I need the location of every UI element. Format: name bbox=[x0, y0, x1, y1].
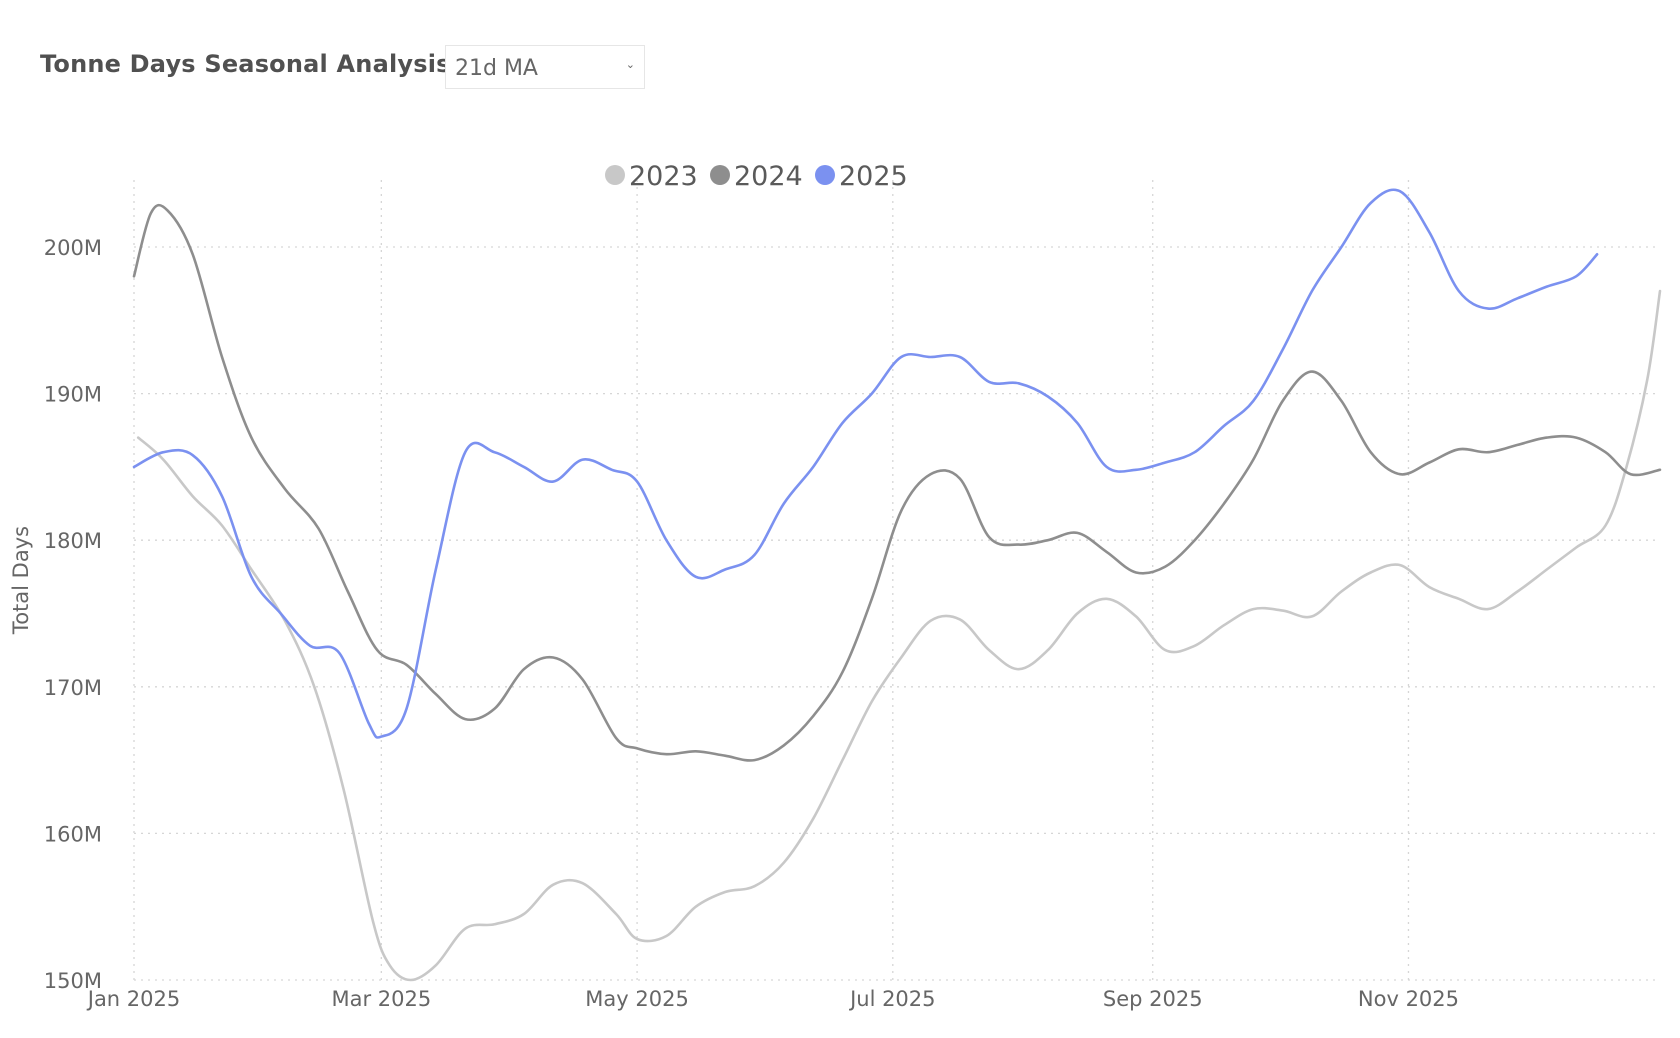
chart-grid bbox=[133, 180, 1660, 981]
chevron-down-icon: ⌄ bbox=[625, 58, 635, 71]
y-tick-label: 150M bbox=[44, 969, 102, 993]
dropdown-value: 21d MA bbox=[455, 56, 538, 81]
legend-label: 2025 bbox=[839, 161, 908, 192]
y-tick-label: 200M bbox=[44, 236, 102, 260]
x-tick-label: Nov 2025 bbox=[1358, 987, 1459, 1011]
series-line-2024 bbox=[132, 203, 1662, 762]
x-tick-label: Sep 2025 bbox=[1103, 987, 1203, 1011]
series-lines bbox=[132, 188, 1662, 982]
x-tick-label: Mar 2025 bbox=[331, 987, 431, 1011]
legend-marker-icon bbox=[815, 165, 835, 185]
moving-average-dropdown[interactable]: 21d MA ⌄ bbox=[445, 45, 645, 89]
y-axis-title: Total Days bbox=[9, 526, 33, 635]
x-tick-label: May 2025 bbox=[585, 987, 689, 1011]
legend-marker-icon bbox=[710, 165, 730, 185]
y-tick-label: 180M bbox=[44, 529, 102, 553]
legend-label: 2024 bbox=[734, 161, 803, 192]
legend-item-2023[interactable]: 2023 bbox=[605, 161, 698, 192]
y-tick-label: 190M bbox=[44, 383, 102, 407]
y-tick-label: 170M bbox=[44, 676, 102, 700]
legend-item-2024[interactable]: 2024 bbox=[710, 161, 803, 192]
y-tick-label: 160M bbox=[44, 822, 102, 846]
chart-legend[interactable]: 2023 2024 2025 bbox=[605, 161, 908, 192]
legend-label: 2023 bbox=[629, 161, 698, 192]
x-tick-label: Jul 2025 bbox=[848, 987, 935, 1011]
y-axis-ticks: 150M 160M 170M 180M 190M 200M bbox=[44, 236, 102, 993]
series-line-2025 bbox=[132, 188, 1599, 739]
page-title: Tonne Days Seasonal Analysis bbox=[40, 50, 451, 78]
series-line-2023 bbox=[136, 289, 1662, 982]
x-tick-label: Jan 2025 bbox=[86, 987, 181, 1011]
legend-marker-icon bbox=[605, 165, 625, 185]
legend-item-2025[interactable]: 2025 bbox=[815, 161, 908, 192]
x-axis-ticks: Jan 2025 Mar 2025 May 2025 Jul 2025 Sep 2025… bbox=[86, 987, 1459, 1011]
